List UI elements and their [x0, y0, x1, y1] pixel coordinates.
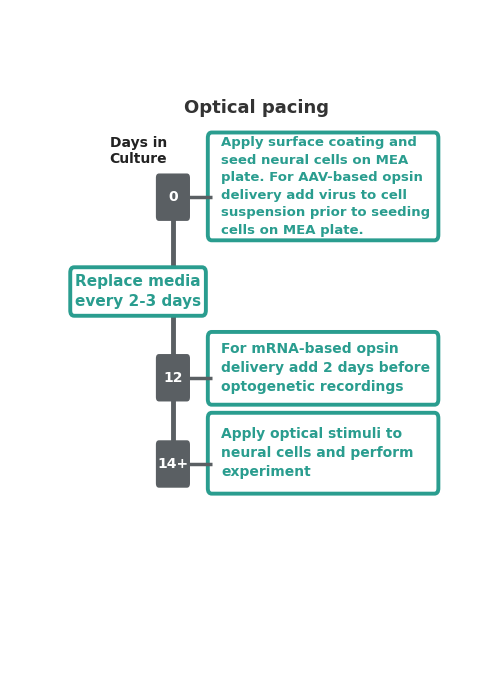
- FancyBboxPatch shape: [156, 354, 190, 402]
- FancyBboxPatch shape: [70, 267, 206, 316]
- Text: Days in
Culture: Days in Culture: [110, 136, 167, 167]
- FancyBboxPatch shape: [156, 174, 190, 221]
- Text: 0: 0: [168, 190, 178, 204]
- Text: 12: 12: [163, 371, 182, 385]
- FancyBboxPatch shape: [208, 132, 438, 240]
- Text: Replace media
every 2-3 days: Replace media every 2-3 days: [75, 274, 201, 309]
- FancyBboxPatch shape: [208, 413, 438, 494]
- FancyBboxPatch shape: [208, 332, 438, 405]
- Text: Apply surface coating and
seed neural cells on MEA
plate. For AAV-based opsin
de: Apply surface coating and seed neural ce…: [222, 136, 430, 237]
- Text: Apply optical stimuli to
neural cells and perform
experiment: Apply optical stimuli to neural cells an…: [222, 427, 414, 480]
- Text: Optical pacing: Optical pacing: [184, 99, 329, 118]
- Text: For mRNA-based opsin
delivery add 2 days before
optogenetic recordings: For mRNA-based opsin delivery add 2 days…: [222, 342, 430, 394]
- FancyBboxPatch shape: [156, 440, 190, 488]
- Text: 14+: 14+: [158, 457, 188, 471]
